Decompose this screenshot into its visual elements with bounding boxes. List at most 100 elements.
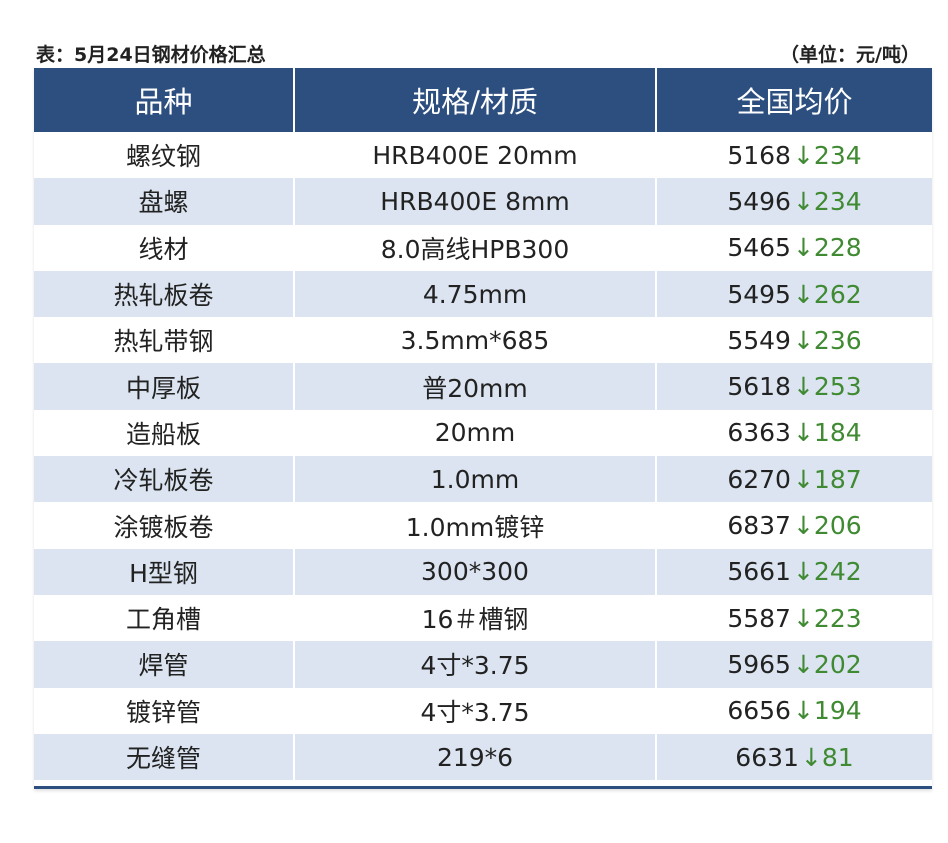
- table-row: 线材 8.0高线HPB300 5465↓228: [34, 224, 932, 271]
- price-value: 6656: [727, 696, 791, 726]
- price-value: 5495: [727, 279, 791, 309]
- price-value: 5587: [727, 603, 791, 633]
- price-value: 6631: [735, 742, 799, 772]
- price-table-container: 品种 规格/材质 全国均价 螺纹钢 HRB400E 20mm 5168↓234 盘螺 H…: [34, 68, 932, 789]
- table-body: 螺纹钢 HRB400E 20mm 5168↓234 盘螺 HRB400E 8mm 5496…: [34, 132, 932, 781]
- price-change-value: 194: [813, 696, 862, 726]
- cell-price: 5618↓253: [656, 363, 932, 410]
- table-row: 镀锌管 4寸*3.75 6656↓194: [34, 687, 932, 734]
- table-row: 中厚板 普20mm 5618↓253: [34, 363, 932, 410]
- cell-spec: 1.0mm镀锌: [294, 502, 657, 549]
- table-row: H型钢 300*300 5661↓242: [34, 548, 932, 595]
- down-arrow-icon: ↓: [792, 372, 814, 402]
- price-change-value: 234: [813, 186, 862, 216]
- price-change-value: 223: [813, 603, 862, 633]
- cell-spec: 4寸*3.75: [294, 641, 657, 688]
- cell-variety: 冷轧板卷: [34, 456, 295, 503]
- down-arrow-icon: ↓: [792, 233, 814, 263]
- header-row: 品种 规格/材质 全国均价: [34, 68, 932, 132]
- cell-price: 5495↓262: [656, 270, 932, 318]
- cell-spec: 普20mm: [294, 363, 657, 410]
- cell-price: 5496↓234: [656, 178, 932, 225]
- header-variety: 品种: [34, 68, 295, 132]
- price-change-value: 184: [813, 418, 862, 448]
- table-row: 造船板 20mm 6363↓184: [34, 409, 932, 457]
- cell-price: 5549↓236: [656, 317, 932, 364]
- header-national-avg-price: 全国均价: [656, 68, 932, 132]
- cell-spec: 3.5mm*685: [294, 317, 657, 364]
- cell-variety: 焊管: [34, 641, 295, 688]
- down-arrow-icon: ↓: [792, 511, 814, 541]
- cell-price: 5965↓202: [656, 641, 932, 688]
- price-change-value: 202: [813, 649, 862, 679]
- cell-price: 6837↓206: [656, 502, 932, 549]
- cell-price: 5661↓242: [656, 548, 932, 595]
- header-spec: 规格/材质: [294, 68, 657, 132]
- price-value: 6363: [727, 418, 791, 448]
- cell-price: 6270↓187: [656, 456, 932, 503]
- price-change-value: 228: [813, 233, 862, 263]
- cell-spec: 4.75mm: [294, 270, 657, 318]
- table-caption: 表：5月24日钢材价格汇总 （单位：元/吨）: [36, 36, 920, 66]
- cell-spec: 4寸*3.75: [294, 687, 657, 734]
- price-value: 5618: [727, 372, 791, 402]
- cell-spec: HRB400E 8mm: [294, 178, 657, 225]
- price-value: 5465: [727, 233, 791, 263]
- cell-variety: 镀锌管: [34, 687, 295, 734]
- table-row: 热轧板卷 4.75mm 5495↓262: [34, 270, 932, 318]
- price-change-value: 242: [813, 557, 862, 587]
- down-arrow-icon: ↓: [792, 464, 814, 494]
- price-change-value: 187: [813, 464, 862, 494]
- price-value: 5496: [727, 186, 791, 216]
- price-change-value: 81: [821, 742, 854, 772]
- cell-price: 5587↓223: [656, 594, 932, 642]
- price-change-value: 262: [813, 279, 862, 309]
- price-change-value: 206: [813, 511, 862, 541]
- cell-spec: 16＃槽钢: [294, 594, 657, 642]
- down-arrow-icon: ↓: [792, 696, 814, 726]
- down-arrow-icon: ↓: [792, 140, 814, 170]
- cell-spec: 1.0mm: [294, 456, 657, 503]
- cell-variety: 工角槽: [34, 594, 295, 642]
- cell-variety: 无缝管: [34, 733, 295, 781]
- cell-price: 6363↓184: [656, 409, 932, 457]
- price-value: 5661: [727, 557, 791, 587]
- table-row: 螺纹钢 HRB400E 20mm 5168↓234: [34, 132, 932, 179]
- cell-variety: 造船板: [34, 409, 295, 457]
- table-row: 盘螺 HRB400E 8mm 5496↓234: [34, 178, 932, 225]
- price-change-value: 236: [813, 325, 862, 355]
- price-value: 5549: [727, 325, 791, 355]
- cell-variety: 涂镀板卷: [34, 502, 295, 549]
- table-row: 无缝管 219*6 6631↓81: [34, 733, 932, 781]
- price-value: 6837: [727, 511, 791, 541]
- price-value: 5168: [727, 140, 791, 170]
- steel-price-table: 品种 规格/材质 全国均价 螺纹钢 HRB400E 20mm 5168↓234 盘螺 H…: [34, 68, 932, 781]
- price-value: 5965: [727, 649, 791, 679]
- cell-spec: 8.0高线HPB300: [294, 224, 657, 271]
- cell-price: 5168↓234: [656, 132, 932, 179]
- table-row: 焊管 4寸*3.75 5965↓202: [34, 641, 932, 688]
- unit-label: （单位：元/吨）: [780, 44, 920, 66]
- table-row: 涂镀板卷 1.0mm镀锌 6837↓206: [34, 502, 932, 549]
- cell-spec: 20mm: [294, 409, 657, 457]
- table-row: 工角槽 16＃槽钢 5587↓223: [34, 594, 932, 642]
- down-arrow-icon: ↓: [792, 418, 814, 448]
- price-value: 6270: [727, 464, 791, 494]
- cell-spec: 219*6: [294, 733, 657, 781]
- down-arrow-icon: ↓: [792, 186, 814, 216]
- cell-variety: 中厚板: [34, 363, 295, 410]
- table-header: 品种 规格/材质 全国均价: [34, 68, 932, 132]
- cell-spec: HRB400E 20mm: [294, 132, 657, 179]
- cell-price: 6656↓194: [656, 687, 932, 734]
- down-arrow-icon: ↓: [792, 557, 814, 587]
- table-row: 冷轧板卷 1.0mm 6270↓187: [34, 456, 932, 503]
- table-row: 热轧带钢 3.5mm*685 5549↓236: [34, 317, 932, 364]
- down-arrow-icon: ↓: [792, 325, 814, 355]
- cell-spec: 300*300: [294, 548, 657, 595]
- down-arrow-icon: ↓: [792, 603, 814, 633]
- cell-price: 6631↓81: [656, 733, 932, 781]
- cell-variety: 热轧带钢: [34, 317, 295, 364]
- cell-variety: 盘螺: [34, 178, 295, 225]
- cell-variety: 热轧板卷: [34, 270, 295, 318]
- down-arrow-icon: ↓: [792, 649, 814, 679]
